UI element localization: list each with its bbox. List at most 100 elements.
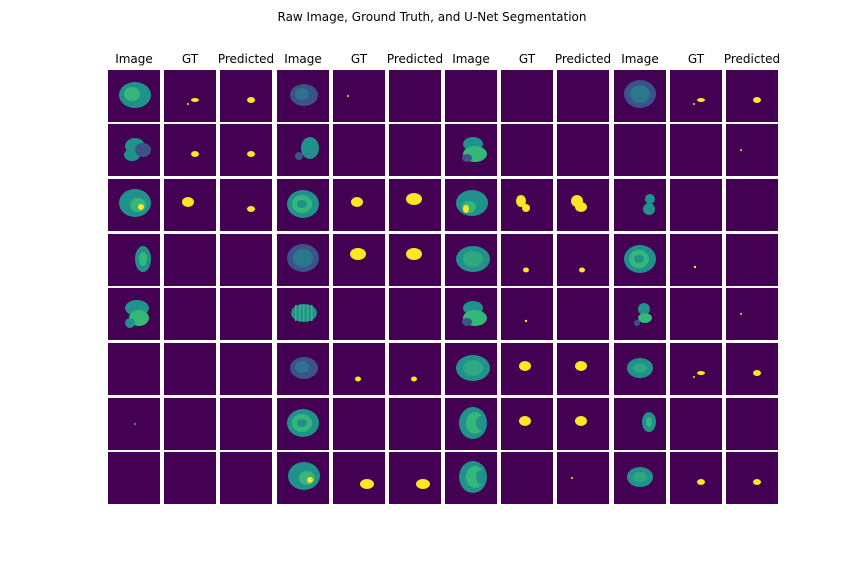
predicted-panel [557,288,609,340]
segmentation-mask [753,97,761,103]
image-panel [614,288,666,340]
gt-panel [164,398,216,450]
image-canvas [134,423,136,425]
gt-panel [501,234,553,286]
gt-panel [670,398,722,450]
gt-canvas [670,179,722,231]
image-panel [445,124,497,176]
segmentation-mask [360,479,374,489]
brain-scan [290,84,318,106]
brain-scan [627,358,653,378]
predicted-panel [557,452,609,504]
image-panel [108,398,160,450]
pred-canvas [389,288,441,340]
gt-panel [164,124,216,176]
gt-canvas [164,398,216,450]
brain-scan [624,80,656,108]
image-canvas [634,303,652,326]
predicted-panel [726,452,778,504]
predicted-panel [389,288,441,340]
pred-canvas [411,376,417,382]
image-panel [108,343,160,395]
predicted-panel [389,343,441,395]
gt-canvas [693,98,705,105]
predicted-panel [557,70,609,122]
predicted-panel [220,398,272,450]
column-header: Predicted [554,52,612,66]
gt-panel [670,179,722,231]
brain-scan [290,357,318,379]
segmentation-mask [247,97,255,103]
pred-canvas [416,479,430,489]
image-canvas [462,301,487,326]
brain-scan [459,461,487,493]
image-panel [614,70,666,122]
image-canvas [614,124,666,176]
predicted-panel [726,179,778,231]
image-panel [445,288,497,340]
brain-scan [295,137,319,160]
gt-canvas [523,267,529,273]
pred-canvas [753,97,761,103]
column-header: GT [350,52,368,66]
image-canvas [119,82,151,108]
segmentation-mask [740,149,742,151]
segmentation-mask [575,361,587,371]
pred-canvas [579,267,585,273]
predicted-panel [726,234,778,286]
gt-canvas [164,234,216,286]
gt-panel [164,452,216,504]
segmentation-mask [351,197,363,207]
gt-canvas [187,98,199,105]
gt-panel [164,288,216,340]
brain-scan [643,194,655,215]
pred-canvas [389,398,441,450]
gt-panel [670,70,722,122]
segmentation-mask [247,206,255,212]
segmentation-mask [693,98,705,105]
image-panel [277,234,329,286]
predicted-panel [557,343,609,395]
predicted-panel [389,124,441,176]
gt-canvas [351,197,363,207]
gt-panel [670,288,722,340]
pred-canvas [575,361,587,371]
brain-scan [287,190,319,218]
predicted-panel [557,234,609,286]
image-panel [614,398,666,450]
image-canvas [643,194,655,215]
column-header: Image [621,52,659,66]
image-panel [445,452,497,504]
gt-panel [333,179,385,231]
predicted-panel [389,234,441,286]
image-canvas [456,355,490,381]
image-canvas [445,70,497,122]
pred-canvas [726,179,778,231]
brain-scan [119,189,151,217]
image-panel [614,452,666,504]
image-panel [277,452,329,504]
pred-canvas [406,193,422,205]
pred-canvas [557,70,609,122]
predicted-panel [220,179,272,231]
gt-canvas [524,319,528,323]
gt-canvas [516,195,530,212]
image-panel [108,124,160,176]
segmentation-mask [406,248,422,260]
segmentation-mask [697,479,705,485]
predicted-panel [726,398,778,450]
brain-scan [462,137,487,162]
predicted-panel [220,288,272,340]
segmentation-mask [693,371,705,378]
pred-canvas [220,288,272,340]
image-panel [108,70,160,122]
brain-scan [124,138,151,161]
image-panel [614,179,666,231]
image-canvas [291,304,317,322]
gt-canvas [333,124,385,176]
segmentation-mask [753,370,761,376]
image-canvas [287,190,319,218]
predicted-panel [220,124,272,176]
segmentation-mask [416,479,430,489]
gt-canvas [670,398,722,450]
